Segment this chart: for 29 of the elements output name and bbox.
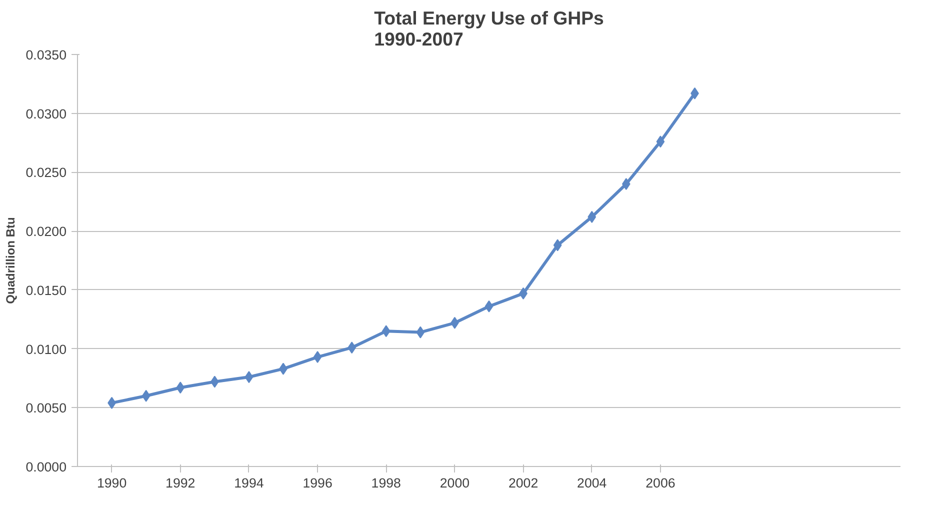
point (313, 351, 322, 364)
x-tick-label: 1998 (371, 476, 401, 490)
point (484, 300, 494, 312)
point (553, 239, 562, 252)
point (244, 371, 254, 384)
point (142, 390, 150, 402)
y-tick-label: 0.0050 (26, 400, 66, 416)
y-tick-label: 0.0150 (26, 282, 66, 298)
x-tick-label: 2000 (440, 476, 470, 490)
y-tick-label: 0.0250 (26, 165, 66, 180)
y-tick-label: 0.0350 (26, 48, 66, 62)
x-tick-label: 1990 (96, 476, 127, 490)
x-tick-label: 2004 (577, 476, 608, 490)
point (176, 382, 185, 394)
chart-title: Total Energy Use of GHPs 1990-2007 (374, 8, 604, 50)
y-tick-label: 0.0200 (26, 224, 66, 240)
y-axis-title: Quadrillion Btu (4, 217, 18, 304)
x-tick-label: 1994 (234, 476, 264, 490)
x-tick-label: 1996 (302, 476, 332, 490)
y-tick-label: 0.0000 (26, 460, 66, 474)
x-tick-label: 2002 (508, 476, 538, 490)
x-tick-label: 2006 (646, 476, 676, 490)
point (656, 136, 665, 148)
y-tick-label: 0.0100 (26, 342, 66, 357)
point (416, 326, 425, 338)
point (588, 210, 596, 223)
point (382, 325, 390, 338)
x-tick-label: 1992 (166, 476, 196, 490)
y-tick-label: 0.0300 (26, 106, 66, 122)
